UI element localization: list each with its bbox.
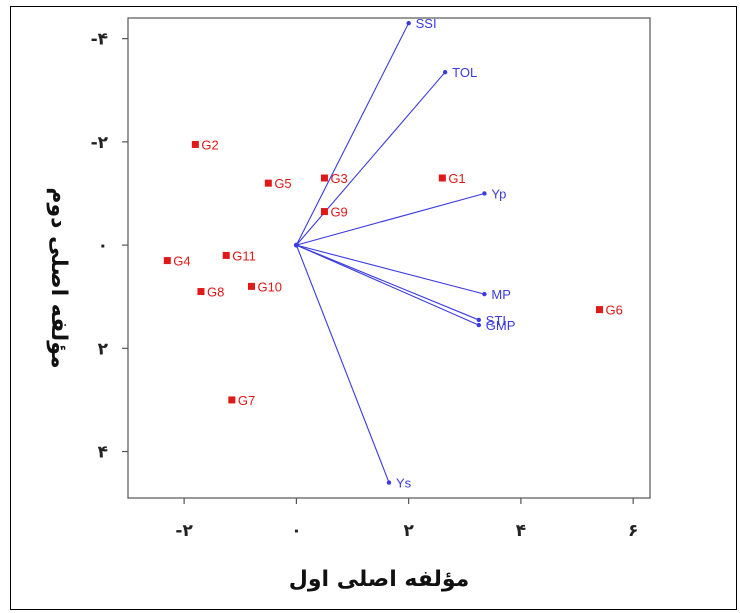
vector-label-ys: Ys	[396, 476, 412, 491]
vector-tip-ys	[386, 480, 392, 485]
genotype-label-g7: G7	[238, 393, 255, 408]
figure-frame	[10, 6, 737, 610]
vector-origin	[293, 242, 299, 248]
genotype-marker-g6	[595, 306, 603, 314]
vector-line-tol	[295, 71, 446, 246]
genotype-label-g3: G3	[330, 171, 347, 186]
vector-line-sti	[296, 244, 480, 321]
vector-label-mp: MP	[491, 287, 511, 302]
genotype-label-g6: G6	[605, 303, 622, 318]
genotype-label-g11: G11	[232, 248, 256, 263]
genotype-label-g10: G10	[257, 279, 282, 294]
genotype-label-g9: G9	[330, 205, 347, 220]
vector-tip-tol	[442, 69, 448, 75]
axis-ticks: -۲ ۰ ۲ ۴ ۶ -۴ -۲ ۰ ۲ ۴	[91, 30, 639, 541]
vector-label-tol: TOL	[452, 65, 477, 80]
genotype-marker-g5	[264, 179, 272, 187]
genotype-marker-g7	[228, 396, 236, 404]
vector-tip-yp	[482, 191, 487, 196]
y-tick-label: ۲	[98, 339, 109, 359]
vector-tip-gmp	[476, 322, 482, 328]
vector-label-gmp: GMP	[486, 318, 516, 333]
genotype-label-g5: G5	[274, 176, 291, 191]
genotype-points: G1 G2 G3 G4 G5 G6 G7 G8 G9 G10 G11	[163, 137, 623, 408]
genotype-marker-g11	[222, 251, 230, 259]
x-tick-label: ۰	[291, 521, 301, 541]
genotype-marker-g8	[197, 288, 205, 296]
vector-tip-sti	[476, 317, 482, 323]
vector-line-ssi	[295, 22, 410, 246]
x-axis-title: مؤلفه اصلی اول	[289, 567, 470, 592]
vector-tip-ssi	[406, 20, 411, 26]
vector-line-ys	[295, 244, 390, 483]
x-tick-label: ۶	[628, 521, 638, 541]
genotype-label-g2: G2	[201, 137, 218, 152]
genotype-marker-g10	[247, 282, 255, 290]
x-tick-label: ۴	[516, 521, 526, 541]
y-tick-label: -۲	[91, 133, 109, 153]
genotype-marker-g2	[191, 140, 199, 148]
genotype-marker-g9	[320, 208, 328, 216]
y-tick-label: -۴	[91, 30, 108, 50]
vector-line-gmp	[296, 244, 480, 326]
genotype-marker-g1	[438, 174, 446, 182]
genotype-marker-g3	[320, 174, 328, 182]
x-tick-label: ۲	[403, 521, 414, 541]
genotype-label-g8: G8	[207, 285, 224, 300]
genotype-marker-g4	[163, 257, 171, 265]
vector-line-yp	[296, 192, 485, 246]
vector-label-sti: STI	[486, 313, 506, 328]
vector-line-mp	[296, 244, 485, 295]
y-tick-label: ۰	[98, 236, 108, 256]
vector-label-yp: Yp	[491, 186, 506, 201]
vector-tip-mp	[482, 291, 487, 297]
plot-area	[127, 17, 651, 499]
genotype-label-g1: G1	[448, 171, 465, 186]
genotype-label-g4: G4	[173, 254, 190, 269]
y-tick-label: ۴	[98, 443, 108, 463]
x-tick-label: -۲	[175, 521, 193, 541]
y-axis-title: مؤلفه اصلی دوم	[46, 187, 71, 368]
vector-label-ssi: SSI	[416, 16, 437, 31]
